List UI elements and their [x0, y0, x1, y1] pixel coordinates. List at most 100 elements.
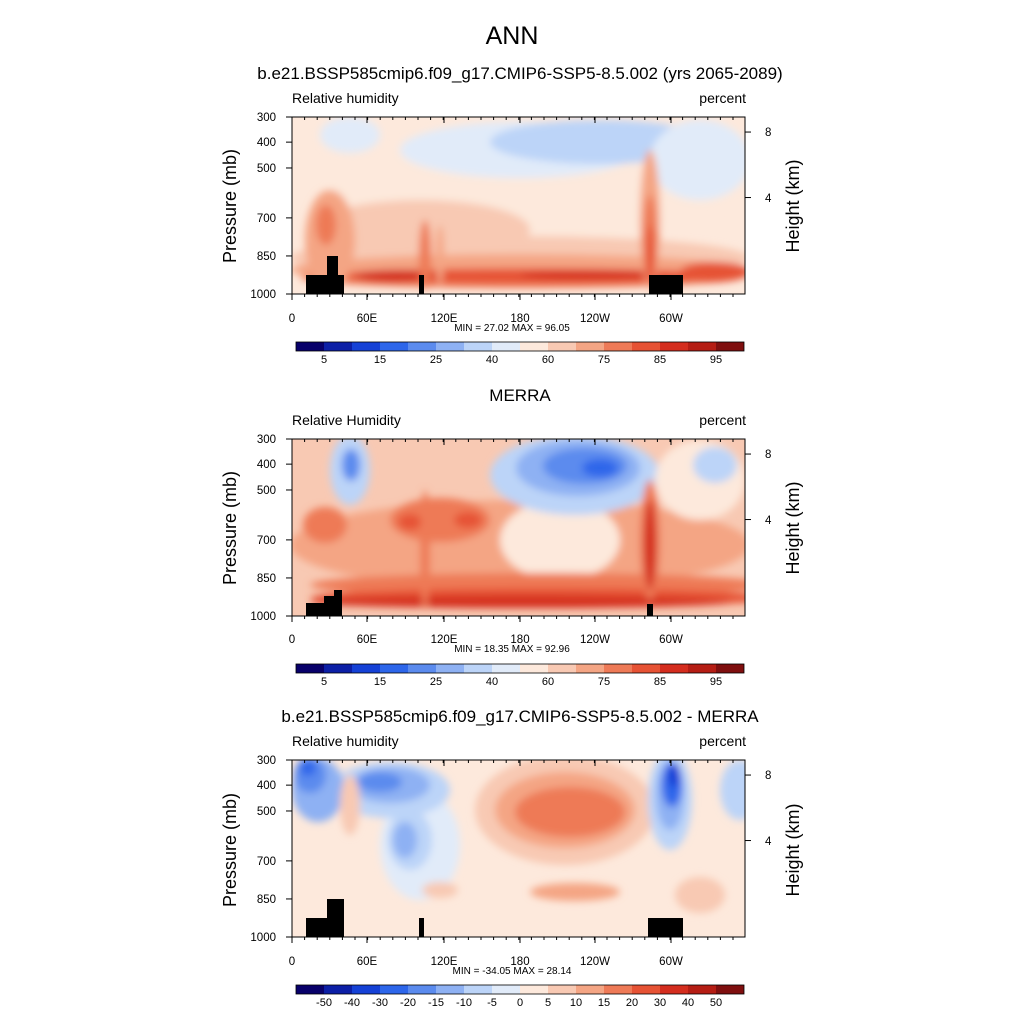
colorbar-label: -50 — [316, 997, 332, 1009]
colorbar-swatch — [660, 985, 688, 994]
colorbar-label: 20 — [626, 997, 638, 1009]
colorbar-swatch — [520, 664, 548, 673]
colorbar-swatch — [632, 664, 660, 673]
colorbar-swatch — [492, 664, 520, 673]
y-tick-label: 1000 — [250, 289, 276, 301]
x-tick-label: 180 — [510, 313, 529, 325]
contour-field — [292, 439, 745, 616]
y-ticks: 300 400 500 700 850 1000 — [250, 755, 276, 944]
y-tick-label: 1000 — [250, 611, 276, 623]
y2-axis-label: Height (km) — [783, 803, 803, 896]
x-tick-label: 180 — [510, 956, 529, 968]
y2-tick-label: 4 — [765, 515, 772, 527]
y-tick-label: 300 — [257, 755, 276, 767]
colorbar-label: 75 — [598, 354, 610, 366]
colorbar-label: -15 — [428, 997, 444, 1009]
x-tick-label: 60E — [357, 313, 378, 325]
colorbar-label: -5 — [487, 997, 497, 1009]
panel-difference: b.e21.BSSP585cmip6.f09_g17.CMIP6-SSP5-8.… — [220, 707, 803, 1009]
panel-merra: MERRA Relative Humidity percent — [220, 386, 803, 688]
y-tick-label: 400 — [257, 137, 276, 149]
colorbar-swatch — [688, 985, 716, 994]
y2-axis-label: Height (km) — [783, 159, 803, 252]
colorbar-label: -40 — [344, 997, 360, 1009]
colorbar-label: 5 — [321, 354, 327, 366]
colorbar-swatch — [492, 342, 520, 351]
y2-tick-label: 8 — [765, 127, 771, 139]
x-tick-label: 60E — [357, 634, 378, 646]
colorbar-label: 15 — [374, 354, 386, 366]
y-ticks: 300 400 500 700 850 1000 — [250, 434, 276, 623]
y2-axis-label: Height (km) — [783, 481, 803, 574]
units-label: percent — [699, 90, 746, 106]
tick-marks — [286, 116, 751, 943]
y2-tick-label: 4 — [765, 193, 772, 205]
colorbar-label: 40 — [682, 997, 694, 1009]
colorbar-swatch — [604, 985, 632, 994]
panel-model: b.e21.BSSP585cmip6.f09_g17.CMIP6-SSP5-8.… — [220, 64, 803, 366]
colorbar-label: 95 — [710, 676, 722, 688]
colorbar-label: 50 — [710, 997, 722, 1009]
colorbar-swatch — [688, 342, 716, 351]
y2-ticks: 8 4 — [765, 449, 772, 527]
colorbar-swatch — [632, 985, 660, 994]
y-tick-label: 850 — [257, 894, 276, 906]
variable-label: Relative Humidity — [292, 412, 401, 428]
x-ticks: 0 60E 120E 180 120W 60W — [289, 634, 683, 646]
y2-tick-label: 8 — [765, 770, 771, 782]
colorbar-swatch — [352, 342, 380, 351]
colorbar-swatch — [520, 342, 548, 351]
colorbar-swatch — [576, 985, 604, 994]
y-tick-label: 300 — [257, 112, 276, 124]
x-tick-label: 0 — [289, 313, 295, 325]
colorbar-swatch — [548, 664, 576, 673]
y2-tick-label: 4 — [765, 836, 772, 848]
colorbar-swatch — [436, 664, 464, 673]
colorbar-label: 85 — [654, 354, 666, 366]
x-tick-label: 0 — [289, 956, 295, 968]
y-axis-label: Pressure (mb) — [220, 793, 240, 907]
contour-field — [292, 117, 745, 294]
x-tick-label: 120E — [431, 956, 458, 968]
variable-label: Relative humidity — [292, 733, 399, 749]
colorbar-label: 40 — [486, 354, 498, 366]
colorbar-swatch — [716, 664, 744, 673]
colorbar-swatch — [324, 342, 352, 351]
colorbar-label: 60 — [542, 354, 554, 366]
x-tick-label: 120E — [431, 313, 458, 325]
colorbar-label: 10 — [570, 997, 582, 1009]
colorbar-swatch — [660, 664, 688, 673]
colorbar-swatch — [352, 985, 380, 994]
colorbar-label: 25 — [430, 354, 442, 366]
colorbar-label: 85 — [654, 676, 666, 688]
colorbar-swatch — [604, 342, 632, 351]
y2-ticks: 8 4 — [765, 127, 772, 205]
colorbar-swatch — [716, 985, 744, 994]
y-tick-label: 400 — [257, 459, 276, 471]
y2-ticks: 8 4 — [765, 770, 772, 848]
land-mask — [306, 590, 653, 616]
x-tick-label: 120E — [431, 634, 458, 646]
panel-title: b.e21.BSSP585cmip6.f09_g17.CMIP6-SSP5-8.… — [257, 64, 782, 83]
y-tick-label: 500 — [257, 806, 276, 818]
x-tick-label: 120W — [580, 634, 610, 646]
colorbar-swatch — [520, 985, 548, 994]
contour-field — [292, 760, 745, 937]
colorbar-swatch — [464, 985, 492, 994]
colorbar-swatch — [716, 342, 744, 351]
land-mask — [306, 256, 683, 294]
colorbar-label: -10 — [456, 997, 472, 1009]
colorbar-swatch — [380, 664, 408, 673]
x-tick-label: 180 — [510, 634, 529, 646]
colorbar-label: 60 — [542, 676, 554, 688]
colorbar-label: 0 — [517, 997, 523, 1009]
x-tick-label: 60W — [659, 313, 683, 325]
colorbar-swatch — [296, 342, 324, 351]
colorbar-swatch — [464, 664, 492, 673]
colorbar-swatch — [296, 664, 324, 673]
min-max-label: MIN = -34.05 MAX = 28.14 — [453, 966, 572, 977]
colorbar-swatch — [632, 342, 660, 351]
y-axis-label: Pressure (mb) — [220, 149, 240, 263]
y-axis-label: Pressure (mb) — [220, 471, 240, 585]
x-ticks: 0 60E 120E 180 120W 60W — [289, 956, 683, 968]
